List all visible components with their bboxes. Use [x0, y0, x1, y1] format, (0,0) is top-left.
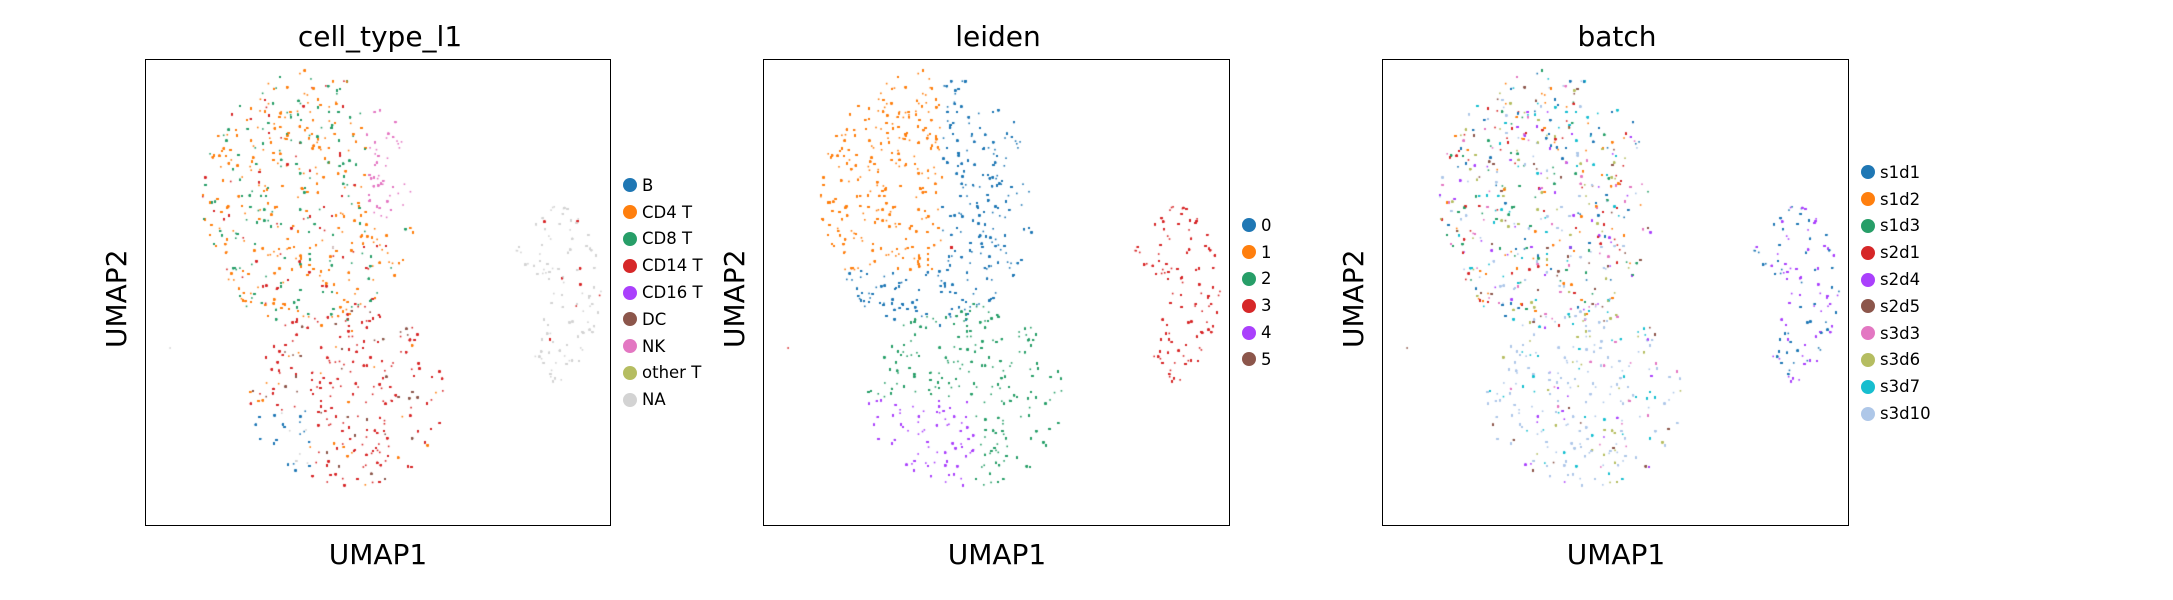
legend-label: 3 [1261, 296, 1272, 316]
legend-swatch [1861, 192, 1875, 207]
panel-1-ylabel: UMAP2 [100, 249, 133, 348]
legend-label: CD16 T [642, 283, 703, 303]
panel-1-xlabel: UMAP1 [328, 538, 428, 571]
legend-swatch [623, 178, 637, 193]
legend-item: s3d10 [1861, 400, 1931, 427]
panel-2-ylabel: UMAP2 [718, 249, 751, 348]
panel-3-xlabel: UMAP1 [1566, 538, 1666, 571]
legend-label: CD14 T [642, 256, 703, 276]
panel-2-xlabel: UMAP1 [947, 538, 1047, 571]
legend-label: B [642, 175, 654, 195]
legend-label: s2d4 [1880, 270, 1921, 290]
legend-label: 2 [1261, 269, 1272, 289]
panel-2-scatter-points [764, 60, 1231, 527]
legend-swatch [1861, 326, 1875, 341]
legend-item: 3 [1242, 292, 1272, 319]
legend-label: s2d1 [1880, 243, 1921, 263]
legend-swatch [1861, 299, 1875, 314]
legend-item: s1d1 [1861, 159, 1931, 186]
legend-item: s3d7 [1861, 373, 1931, 400]
legend-swatch [623, 285, 637, 300]
legend-label: NA [642, 390, 666, 410]
panel-1-title: cell_type_l1 [297, 20, 463, 53]
legend-item: CD4 T [623, 199, 703, 226]
legend-label: s3d7 [1880, 377, 1921, 397]
legend-swatch [1242, 271, 1256, 286]
legend-item: s3d6 [1861, 347, 1931, 374]
legend-label: s1d2 [1880, 189, 1921, 209]
panel-3-legend: s1d1 s1d2 s1d3 s2d1 s2d4 s2d5 s3d3 s3d6 s3d7 s3d1… [1861, 159, 1931, 427]
legend-item: s2d4 [1861, 266, 1931, 293]
legend-swatch [1242, 298, 1256, 313]
panel-2-legend: 0 1 2 3 4 5 [1242, 212, 1272, 373]
panel-3-ylabel: UMAP2 [1337, 249, 1370, 348]
legend-swatch [1242, 325, 1256, 340]
legend-label: 5 [1261, 349, 1272, 369]
legend-item: CD8 T [623, 226, 703, 253]
legend-item: s2d5 [1861, 293, 1931, 320]
legend-label: s2d5 [1880, 296, 1921, 316]
legend-item: s2d1 [1861, 239, 1931, 266]
legend-swatch [1861, 165, 1875, 180]
legend-item: NK [623, 333, 703, 360]
legend-item: s3d3 [1861, 320, 1931, 347]
legend-swatch [1242, 218, 1256, 233]
legend-swatch [1861, 272, 1875, 287]
legend-label: CD8 T [642, 229, 693, 249]
legend-swatch [623, 258, 637, 273]
legend-swatch [623, 312, 637, 327]
panel-3-plot-area [1382, 59, 1850, 527]
legend-swatch [1861, 218, 1875, 233]
legend-swatch [1861, 352, 1875, 367]
legend-item: s1d2 [1861, 186, 1931, 213]
legend-item: DC [623, 306, 703, 333]
legend-label: s1d1 [1880, 162, 1921, 182]
legend-label: s3d6 [1880, 350, 1921, 370]
legend-label: 1 [1261, 242, 1272, 262]
legend-swatch [1861, 245, 1875, 260]
panel-1-plot-area [145, 59, 612, 527]
legend-item: 5 [1242, 346, 1272, 373]
legend-item: CD14 T [623, 252, 703, 279]
legend-label: 4 [1261, 323, 1272, 343]
legend-item: B [623, 172, 703, 199]
legend-swatch [623, 339, 637, 354]
legend-item: 0 [1242, 212, 1272, 239]
legend-swatch [623, 365, 637, 380]
panel-2-plot-area [763, 59, 1231, 527]
legend-label: s3d10 [1880, 404, 1931, 424]
legend-label: other T [642, 363, 702, 383]
legend-label: DC [642, 309, 667, 329]
panel-3-scatter-points [1383, 60, 1850, 527]
panel-1-scatter-points [146, 60, 612, 527]
legend-swatch [623, 231, 637, 246]
legend-label: 0 [1261, 215, 1272, 235]
legend-item: 4 [1242, 319, 1272, 346]
legend-swatch [1861, 379, 1875, 394]
legend-swatch [1242, 352, 1256, 367]
legend-label: NK [642, 336, 666, 356]
legend-item: NA [623, 386, 703, 413]
panel-1-legend: B CD4 T CD8 T CD14 T CD16 T DC NK other T NA [623, 172, 703, 413]
legend-item: CD16 T [623, 279, 703, 306]
legend-item: other T [623, 360, 703, 387]
legend-item: 2 [1242, 266, 1272, 293]
legend-label: CD4 T [642, 202, 693, 222]
legend-item: s1d3 [1861, 213, 1931, 240]
legend-swatch [1242, 245, 1256, 260]
panel-3-title: batch [1577, 20, 1657, 53]
legend-item: 1 [1242, 239, 1272, 266]
legend-swatch [623, 392, 637, 407]
legend-swatch [623, 205, 637, 220]
panel-2-title: leiden [955, 20, 1041, 53]
legend-label: s1d3 [1880, 216, 1921, 236]
legend-swatch [1861, 406, 1875, 421]
legend-label: s3d3 [1880, 323, 1921, 343]
